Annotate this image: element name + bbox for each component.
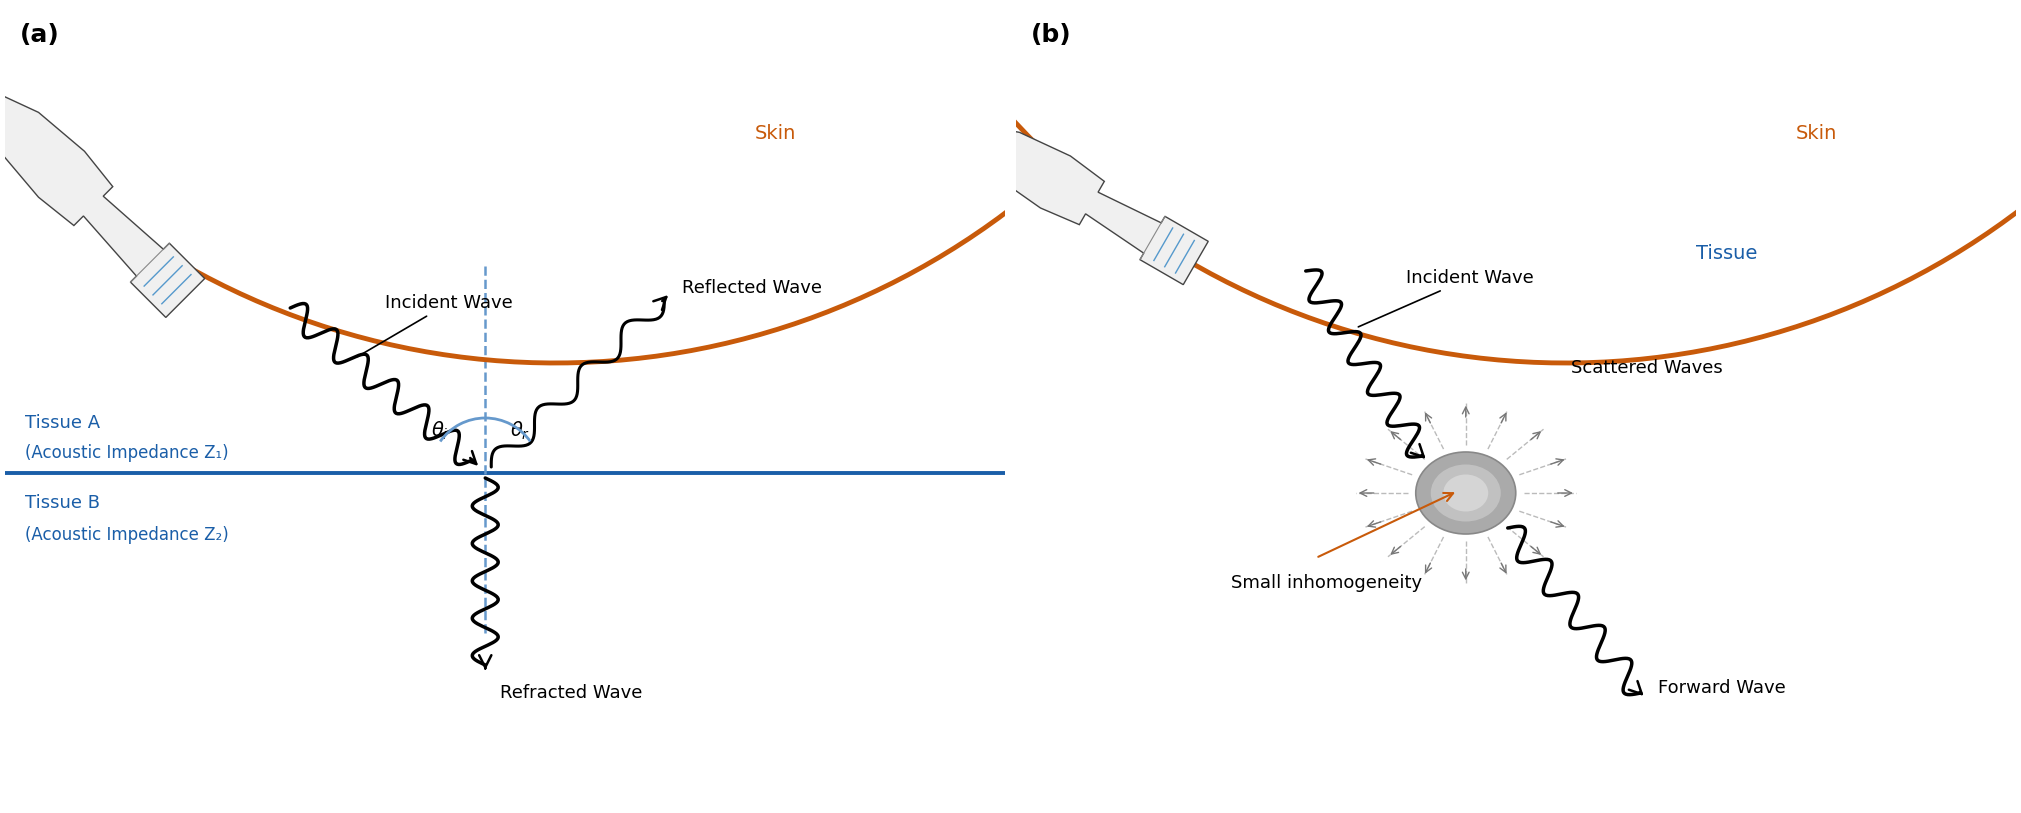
Text: Small inhomogeneity: Small inhomogeneity bbox=[1231, 574, 1423, 592]
Text: Skin: Skin bbox=[1797, 124, 1837, 142]
Text: Incident Wave: Incident Wave bbox=[358, 294, 513, 357]
Text: Scattered Waves: Scattered Waves bbox=[1570, 359, 1722, 377]
Ellipse shape bbox=[1417, 452, 1516, 534]
Text: Skin: Skin bbox=[756, 124, 796, 142]
Text: (Acoustic Impedance Z₂): (Acoustic Impedance Z₂) bbox=[24, 526, 228, 544]
Text: Refracted Wave: Refracted Wave bbox=[501, 684, 643, 702]
Text: (a): (a) bbox=[20, 23, 61, 47]
Text: Forward Wave: Forward Wave bbox=[1657, 679, 1785, 697]
Polygon shape bbox=[885, 76, 1209, 285]
Text: $\theta_i$: $\theta_i$ bbox=[430, 420, 449, 442]
Text: Tissue B: Tissue B bbox=[24, 494, 101, 512]
Text: Incident Wave: Incident Wave bbox=[1358, 269, 1534, 327]
Text: $\theta_r$: $\theta_r$ bbox=[509, 420, 530, 442]
Text: Tissue: Tissue bbox=[1696, 244, 1756, 263]
Text: (Acoustic Impedance Z₁): (Acoustic Impedance Z₁) bbox=[24, 444, 228, 462]
Text: Tissue A: Tissue A bbox=[24, 414, 101, 432]
Ellipse shape bbox=[1443, 475, 1487, 511]
Text: (b): (b) bbox=[1031, 23, 1071, 47]
Ellipse shape bbox=[1431, 464, 1502, 521]
Polygon shape bbox=[0, 18, 204, 317]
Text: Reflected Wave: Reflected Wave bbox=[683, 279, 823, 297]
